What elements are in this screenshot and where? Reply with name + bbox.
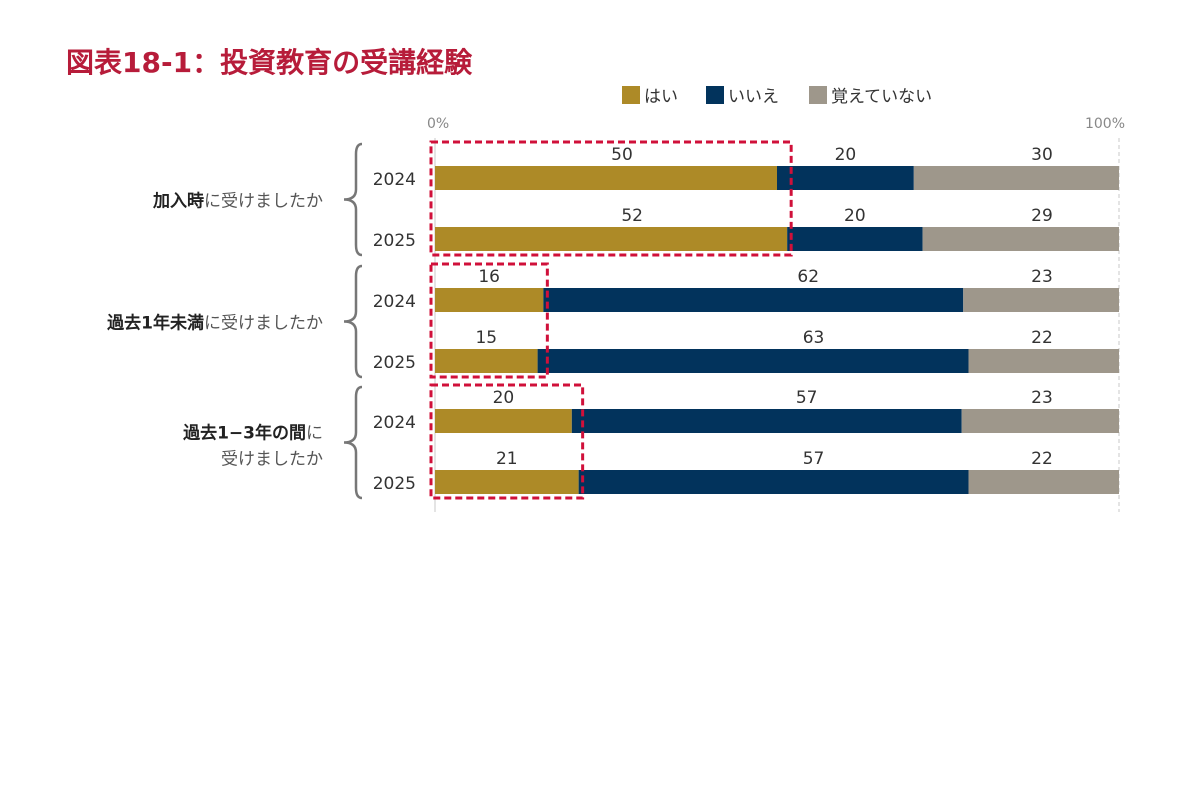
group-label-bold-1: 過去1年未満 [107,313,204,334]
row-labels: 20242025加入時に受けましたか20242025過去1年未満に受けましたか2… [107,142,416,500]
value-label-g2-r0-s0: 20 [493,388,515,408]
year-label-g2-r0: 2024 [373,413,416,433]
value-label-g1-r0-s1: 62 [797,267,819,287]
legend: はい いいえ 覚えていない [622,86,932,107]
axis-min-label: 0% [427,116,449,132]
highlight-box-1 [429,262,549,379]
group-label-0: 加入時に受けましたか [152,191,323,212]
bar-g1-r0-s0 [435,288,544,312]
group-brace-1 [343,264,363,379]
legend-swatch-0 [622,86,640,104]
legend-swatch-2 [809,86,827,104]
year-label-g2-r1: 2025 [373,474,416,494]
group-label-2: 過去1−3年の間に [183,423,323,444]
group-label-rest-2: に [306,424,323,444]
value-label-g1-r0-s0: 16 [478,267,500,287]
bar-g0-r1-s2 [922,227,1119,251]
value-label-g2-r0-s2: 23 [1031,388,1053,408]
bar-g2-r0-s1 [571,409,962,433]
value-label-g1-r1-s1: 63 [803,328,825,348]
year-label-g0-r0: 2024 [373,170,416,190]
value-label-g2-r1-s2: 22 [1031,449,1053,469]
legend-label-2: 覚えていない [831,87,932,107]
group-label-bold-0: 加入時 [152,191,204,212]
bar-g2-r0-s0 [435,409,572,433]
group-brace-0 [343,142,363,257]
bar-g0-r0-s0 [435,166,777,190]
year-label-g1-r0: 2024 [373,292,416,312]
group-label-bold-2: 過去1−3年の間 [183,423,306,444]
year-label-g0-r1: 2025 [373,231,416,251]
bars: 50 20 30 52 20 29 16 62 23 15 63 22 20 57 23 21 57 22 [435,145,1119,494]
legend-swatch-1 [706,86,724,104]
value-label-g0-r0-s0: 50 [611,145,633,165]
value-label-g1-r0-s2: 23 [1031,267,1053,287]
chart-title: 図表18-1：投資教育の受講経験 [66,46,473,79]
bar-g2-r1-s2 [968,470,1119,494]
bar-g1-r1-s2 [968,349,1119,373]
group-label-rest-1: に受けましたか [204,314,323,334]
legend-label-0: はい [644,87,678,107]
value-label-g2-r0-s1: 57 [796,388,818,408]
bar-g2-r0-s2 [961,409,1119,433]
bar-g0-r0-s2 [913,166,1119,190]
group-label-line2-2: 受けましたか [221,450,323,470]
group-label-1: 過去1年未満に受けましたか [107,313,323,334]
highlight-box-0 [429,140,793,257]
value-label-g0-r0-s2: 30 [1031,145,1053,165]
value-label-g2-r1-s1: 57 [803,449,825,469]
bar-g0-r0-s1 [777,166,914,190]
legend-label-1: いいえ [728,87,779,107]
value-label-g2-r1-s0: 21 [496,449,518,469]
value-label-g0-r1-s2: 29 [1031,206,1053,226]
x-axis: 0% 100% [427,116,1125,512]
axis-max-label: 100% [1085,116,1125,132]
value-label-g0-r0-s1: 20 [835,145,857,165]
bar-g2-r1-s0 [435,470,579,494]
bar-g1-r1-s0 [435,349,538,373]
highlight-boxes [429,140,793,500]
bar-g2-r1-s1 [578,470,969,494]
bar-g0-r1-s0 [435,227,788,251]
value-label-g0-r1-s0: 52 [621,206,643,226]
year-label-g1-r1: 2025 [373,353,416,373]
bar-g1-r1-s1 [537,349,969,373]
value-label-g0-r1-s1: 20 [844,206,866,226]
bar-g1-r0-s1 [543,288,964,312]
value-label-g1-r1-s0: 15 [475,328,497,348]
group-brace-2 [343,385,363,500]
group-label-rest-0: に受けましたか [204,192,323,212]
bar-g0-r1-s1 [787,227,923,251]
bar-g1-r0-s2 [963,288,1119,312]
value-label-g1-r1-s2: 22 [1031,328,1053,348]
